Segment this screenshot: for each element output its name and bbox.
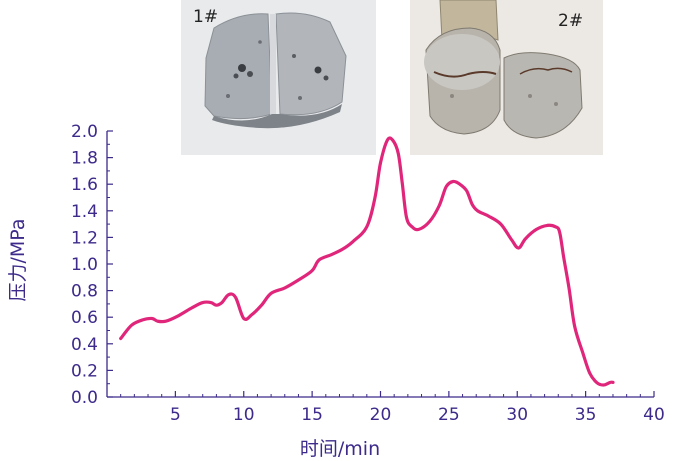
x-tick-label: 40 bbox=[643, 405, 665, 425]
rock-core-2-photo bbox=[424, 0, 583, 139]
series-layer bbox=[119, 136, 615, 387]
x-axis-title: 时间/min bbox=[300, 438, 380, 460]
photo-2-label: 2# bbox=[558, 11, 583, 31]
x-tick-label: 10 bbox=[233, 405, 255, 425]
photo-1-label: 1# bbox=[193, 7, 218, 27]
tick-labels: 5 10 15 20 25 30 35 40 0.0 0.2 0.4 0.6 0.8 1.0 1.2 1.4 1… bbox=[71, 122, 665, 425]
y-tick-label: 1.8 bbox=[71, 149, 98, 169]
y-axis-title: 压力/MPa bbox=[7, 218, 29, 301]
x-tick-label: 15 bbox=[301, 405, 323, 425]
x-tick-label: 25 bbox=[438, 405, 460, 425]
ticks bbox=[107, 130, 655, 398]
photo-1: 1# bbox=[181, 0, 376, 155]
x-tick-label: 20 bbox=[370, 405, 392, 425]
y-tick-label: 0.2 bbox=[71, 361, 98, 381]
y-tick-label: 0.0 bbox=[71, 388, 98, 408]
y-tick-label: 0.8 bbox=[71, 282, 98, 302]
photo-2: 2# bbox=[410, 0, 603, 155]
x-tick-label: 30 bbox=[506, 405, 528, 425]
rock-core-1-photo bbox=[204, 12, 347, 129]
y-tick-label: 1.4 bbox=[71, 202, 98, 222]
y-tick-label: 1.0 bbox=[71, 255, 98, 275]
y-tick-label: 1.2 bbox=[71, 228, 98, 248]
y-tick-label: 2.0 bbox=[71, 122, 98, 142]
y-tick-label: 0.4 bbox=[71, 335, 98, 355]
y-tick-label: 1.6 bbox=[71, 175, 98, 195]
x-tick-label: 5 bbox=[170, 405, 181, 425]
y-tick-label: 0.6 bbox=[71, 308, 98, 328]
series-line-0 bbox=[119, 136, 615, 387]
x-tick-label: 35 bbox=[575, 405, 597, 425]
